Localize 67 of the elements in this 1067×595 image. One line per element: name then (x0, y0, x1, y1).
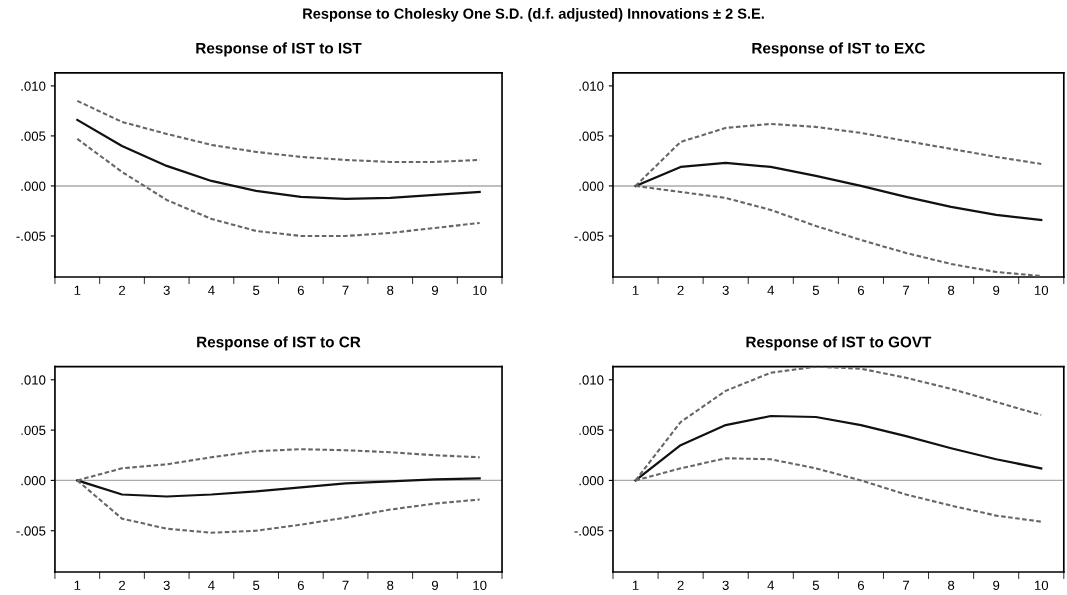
y-tick-label: .010 (21, 375, 46, 385)
chart-title: Response of IST to GOVT (746, 336, 932, 351)
x-tick-label: 8 (387, 580, 394, 590)
y-tick-label: .010 (21, 81, 46, 91)
x-tick-label: 8 (387, 285, 394, 295)
x-tick-label: 4 (767, 285, 775, 295)
x-tick-label: 5 (812, 580, 819, 590)
y-tick-label: .005 (21, 425, 46, 435)
x-tick-label: 6 (857, 285, 865, 295)
y-tick-label: .010 (579, 81, 604, 91)
line-series (634, 161, 1043, 222)
x-tick-label: 2 (119, 580, 126, 590)
y-tick-label: -.005 (574, 231, 604, 241)
x-tick-label: 7 (342, 580, 349, 590)
x-tick-label: 1 (632, 580, 639, 590)
x-tick-label: 2 (677, 285, 684, 295)
x-tick-label: 7 (903, 580, 910, 590)
x-tick-label: 6 (297, 285, 304, 295)
y-tick-label: .005 (579, 425, 604, 435)
x-tick-label: 6 (297, 580, 304, 590)
y-tick-label: -.005 (16, 231, 46, 241)
x-tick-label: 5 (252, 580, 260, 590)
x-tick-label: 10 (1034, 580, 1049, 590)
x-tick-label: 9 (431, 285, 439, 295)
x-tick-label: 3 (163, 580, 170, 590)
y-tick-label: .010 (579, 375, 604, 385)
x-tick-label: 1 (632, 285, 639, 295)
x-tick-label: 4 (208, 285, 215, 295)
line-series (76, 99, 481, 163)
x-tick-label: 2 (677, 580, 684, 590)
y-tick-label: .000 (21, 181, 46, 191)
x-tick-label: 9 (993, 285, 1000, 295)
x-tick-label: 8 (948, 580, 955, 590)
chart-title: Response of IST to EXC (752, 42, 925, 57)
text: Response to Cholesky One S.D. (d.f. adjusted) Innovations ± 2 S.E. (303, 8, 764, 22)
x-tick-label: 10 (473, 580, 487, 590)
x-tick-label: 8 (948, 285, 955, 295)
y-tick-label: .000 (579, 475, 604, 486)
x-tick-label: 3 (722, 285, 729, 295)
x-tick-label: 1 (74, 285, 81, 295)
y-tick-label: .000 (21, 475, 46, 486)
y-tick-label: -.005 (16, 526, 46, 536)
x-tick-label: 2 (119, 285, 126, 295)
x-tick-label: 7 (903, 285, 910, 295)
x-tick-label: 9 (993, 580, 1000, 590)
x-tick-label: 1 (74, 580, 81, 590)
line-series (76, 477, 481, 498)
line-series (76, 118, 481, 201)
y-tick-label: .005 (579, 131, 604, 141)
x-tick-label: 4 (767, 580, 775, 590)
x-tick-label: 3 (163, 285, 170, 295)
chart-title: Response of IST to CR (197, 336, 361, 351)
line-series (76, 137, 481, 237)
x-tick-label: 4 (208, 580, 215, 590)
y-tick-label: .005 (21, 131, 46, 141)
line-series (634, 414, 1043, 482)
y-tick-label: .000 (579, 181, 604, 191)
x-tick-label: 9 (431, 580, 439, 590)
x-tick-label: 5 (252, 285, 260, 295)
x-tick-label: 6 (857, 580, 865, 590)
x-tick-label: 5 (812, 285, 819, 295)
x-tick-label: 10 (1034, 285, 1049, 295)
y-tick-label: -.005 (574, 526, 604, 536)
x-tick-label: 3 (722, 580, 729, 590)
x-tick-label: 10 (473, 285, 487, 295)
x-tick-label: 7 (342, 285, 349, 295)
chart-title: Response of IST to IST (196, 42, 362, 57)
